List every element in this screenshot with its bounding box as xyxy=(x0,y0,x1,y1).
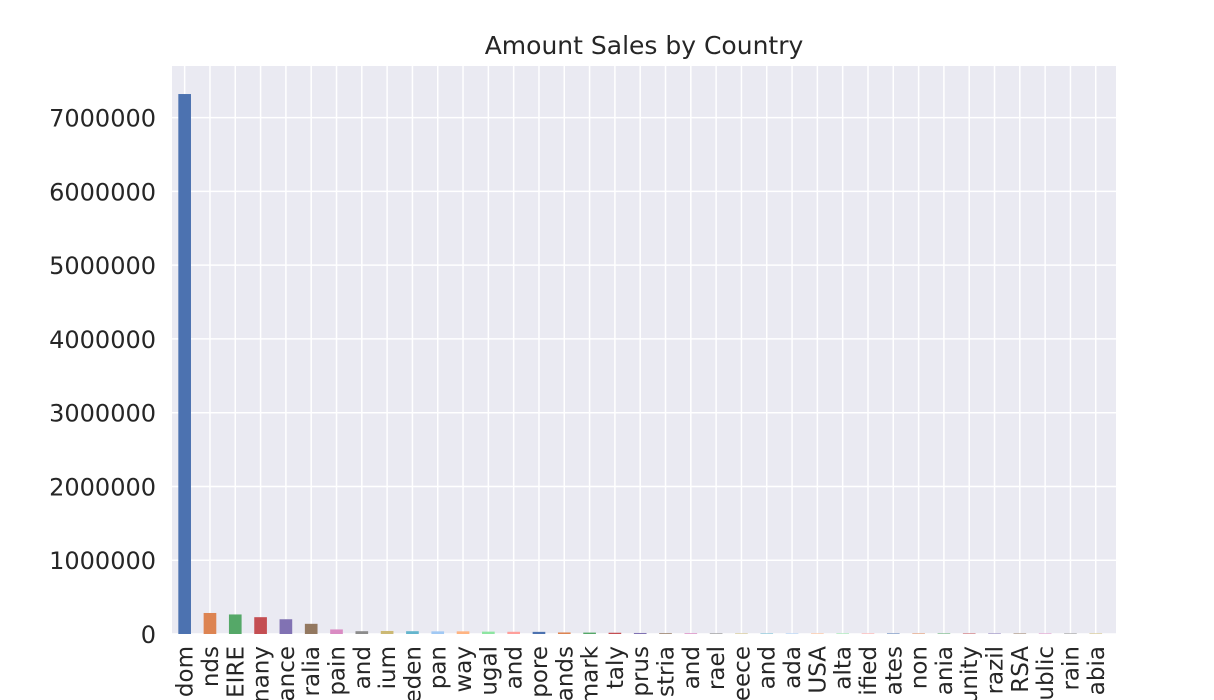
bar xyxy=(178,94,191,634)
bar xyxy=(304,623,318,634)
bar xyxy=(431,631,445,634)
x-tick-label: ania xyxy=(932,646,958,695)
bar xyxy=(836,633,849,634)
bar xyxy=(785,633,799,634)
bar xyxy=(886,633,900,634)
x-tick-label: rael xyxy=(704,646,730,690)
x-tick-label: and xyxy=(350,646,376,689)
bar xyxy=(1013,633,1027,634)
bar xyxy=(1038,633,1052,634)
x-tick-label: and xyxy=(755,646,781,689)
x-tick-label: USA xyxy=(805,646,831,694)
x-tick-label: dom xyxy=(173,646,199,697)
y-tick-label: 0 xyxy=(141,621,156,649)
x-tick-label: RSA xyxy=(1008,646,1034,693)
bar xyxy=(608,632,622,634)
bar xyxy=(279,619,293,634)
x-tick-label: mark xyxy=(578,645,604,700)
bar xyxy=(482,631,495,634)
bar xyxy=(735,633,748,634)
bar xyxy=(1089,633,1103,634)
x-tick-label: rain xyxy=(1058,646,1084,691)
bar xyxy=(1064,633,1077,634)
y-tick-label: 3000000 xyxy=(49,400,156,428)
bar xyxy=(228,614,242,634)
bar xyxy=(203,612,217,634)
bar xyxy=(507,631,520,634)
x-tick-label: ada xyxy=(780,646,806,689)
x-tick-label: nany xyxy=(249,646,275,700)
x-tick-label: ralia xyxy=(299,646,325,696)
bar xyxy=(633,632,647,634)
x-tick-label: nds xyxy=(198,646,224,687)
bar xyxy=(659,633,672,634)
x-tick-label: alta xyxy=(831,646,857,690)
bar xyxy=(557,632,571,634)
grid-lines xyxy=(172,66,1116,635)
bar xyxy=(760,633,774,634)
x-tick-label: ands xyxy=(552,646,578,700)
bar xyxy=(709,633,723,634)
x-tick-label: and xyxy=(679,646,705,689)
bar xyxy=(962,633,976,634)
x-tick-label: and xyxy=(502,646,528,689)
x-tick-label: stria xyxy=(654,646,680,697)
bar xyxy=(684,633,698,634)
x-tick-label: pore xyxy=(527,646,553,698)
bar xyxy=(330,629,343,634)
bars xyxy=(178,94,1103,634)
y-tick-label: 7000000 xyxy=(49,105,156,133)
bar xyxy=(456,631,470,634)
x-tick-label: non xyxy=(907,646,933,689)
x-tick-label: ugal xyxy=(476,646,502,696)
bar xyxy=(988,633,1001,634)
bar xyxy=(912,633,925,634)
x-tick-label: razil xyxy=(983,646,1009,694)
x-tick-label: ates xyxy=(881,646,907,695)
x-tick-label: unity xyxy=(957,646,983,700)
plot-background xyxy=(172,66,1116,634)
x-tick-label: prus xyxy=(628,646,654,697)
y-tick-label: 5000000 xyxy=(49,252,156,280)
bar xyxy=(254,617,267,634)
x-tick-label: ublic xyxy=(1033,646,1059,700)
x-tick-label: EIRE xyxy=(223,646,249,698)
x-axis-ticks: dom nds EIRE nany ance ralia pain and ium eden pan… xyxy=(173,645,1110,700)
bar xyxy=(583,632,596,634)
y-tick-label: 1000000 xyxy=(49,547,156,575)
bar xyxy=(406,631,419,634)
bar xyxy=(937,633,951,634)
x-tick-label: pan xyxy=(426,646,452,689)
bar xyxy=(532,631,546,634)
x-tick-label: ified xyxy=(856,646,882,696)
y-axis-ticks: 0 1000000 2000000 3000000 4000000 5000000 6000… xyxy=(49,105,156,649)
x-tick-label: ance xyxy=(274,646,300,700)
x-tick-label: abia xyxy=(1084,646,1110,695)
bar xyxy=(380,630,394,634)
x-tick-label: taly xyxy=(603,646,629,689)
x-tick-label: pain xyxy=(325,646,351,696)
bar xyxy=(811,633,824,634)
x-tick-label: eden xyxy=(400,646,426,700)
bar xyxy=(861,633,875,634)
y-tick-label: 2000000 xyxy=(49,473,156,501)
y-tick-label: 4000000 xyxy=(49,326,156,354)
bar xyxy=(355,631,369,634)
x-tick-label: ium xyxy=(375,646,401,689)
x-tick-label: eece xyxy=(729,646,755,700)
x-tick-label: way xyxy=(451,646,477,693)
chart-title: Amount Sales by Country xyxy=(485,31,804,60)
y-tick-label: 6000000 xyxy=(49,178,156,206)
